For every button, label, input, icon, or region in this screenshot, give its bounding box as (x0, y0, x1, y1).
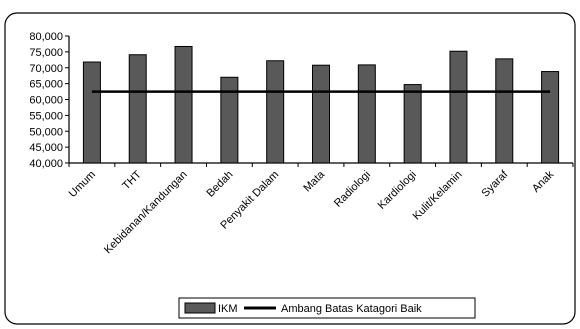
y-tick-label: 60,000 (29, 95, 63, 107)
y-tick-label: 75,000 (29, 47, 63, 59)
bar (541, 71, 560, 164)
chart-frame: 80,000 75,000 70,000 65,000 60,000 55,000 50,0… (4, 12, 576, 325)
y-tick-label: 40,000 (29, 158, 63, 170)
legend: IKM Ambang Batas Katagori Baik (178, 297, 476, 319)
bar (312, 64, 330, 164)
y-tick-label: 45,000 (29, 142, 63, 154)
bar-chart: 80,000 75,000 70,000 65,000 60,000 55,000 50,0… (4, 12, 576, 325)
y-tick-label: 55,000 (29, 110, 63, 122)
bar (220, 76, 239, 164)
y-tick-label: 70,000 (29, 63, 63, 75)
legend-bar-label: IKM (218, 303, 238, 315)
bar (174, 45, 193, 164)
bar (266, 60, 285, 164)
y-tick-label: 50,000 (29, 126, 63, 138)
bar (128, 54, 147, 164)
legend-line-label: Ambang Batas Katagori Baik (281, 303, 422, 315)
bar (403, 84, 422, 164)
chart-border (4, 12, 576, 325)
y-tick-label: 65,000 (29, 79, 63, 91)
bar (82, 61, 101, 164)
bar (495, 58, 514, 164)
legend-bar-swatch (184, 302, 216, 314)
bar (449, 50, 468, 164)
y-tick-label: 80,000 (29, 31, 63, 43)
bar (357, 64, 376, 164)
legend-box (178, 297, 476, 319)
